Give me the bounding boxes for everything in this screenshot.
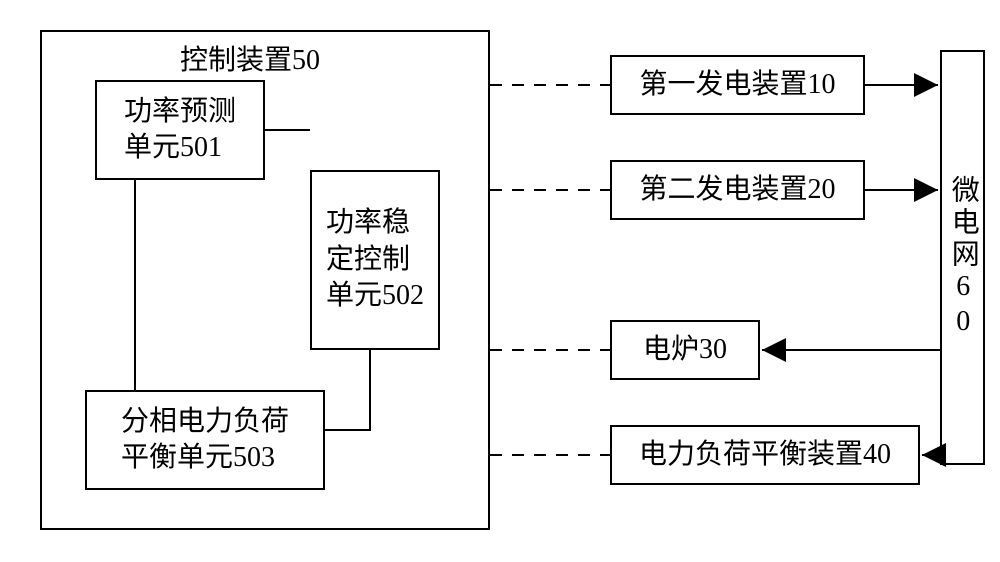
unit-502-label: 功率稳 定控制 单元502	[326, 205, 424, 314]
unit-501-label: 功率预测 单元501	[124, 94, 236, 167]
furnace-box: 电炉30	[610, 320, 760, 380]
load-balance-box: 电力负荷平衡装置40	[610, 425, 920, 485]
generator-2-box: 第二发电装置20	[610, 160, 865, 220]
control-device-title: 控制装置50	[180, 38, 320, 78]
unit-502-box: 功率稳 定控制 单元502	[310, 170, 440, 350]
generator-1-box: 第一发电装置10	[610, 55, 865, 115]
furnace-label: 电炉30	[643, 332, 727, 368]
unit-501-box: 功率预测 单元501	[95, 80, 265, 180]
microgrid-box: 微电网60	[940, 50, 985, 465]
unit-503-box: 分相电力负荷 平衡单元503	[85, 390, 325, 490]
generator-2-label: 第二发电装置20	[639, 172, 835, 208]
unit-503-label: 分相电力负荷 平衡单元503	[121, 404, 289, 477]
block-diagram: 控制装置50 功率预测 单元501 功率稳 定控制 单元502 分相电力负荷 平…	[0, 0, 1000, 562]
generator-1-label: 第一发电装置10	[639, 67, 835, 103]
load-balance-label: 电力负荷平衡装置40	[639, 437, 891, 473]
microgrid-label: 微电网60	[944, 175, 980, 341]
